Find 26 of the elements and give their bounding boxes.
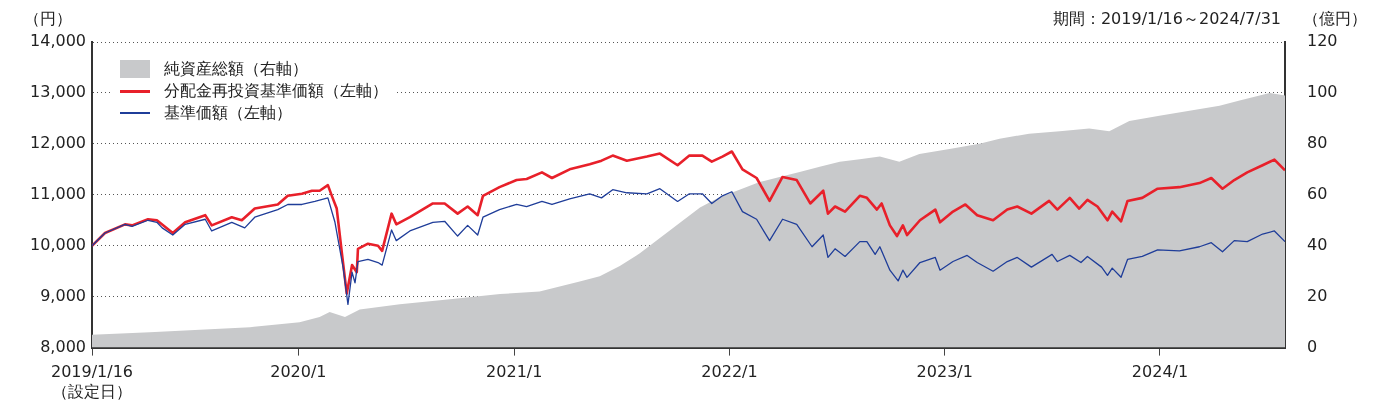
legend-label: 分配金再投資基準価額（左軸） [164,80,388,102]
y-tick-label: 8,000 [40,336,86,356]
y-tick-label: 12,000 [30,133,86,153]
y-tick-label: 11,000 [30,183,86,203]
x-tick-label: 2022/1 [701,362,758,382]
legend-label: 純資産総額（右軸） [164,58,308,80]
x-tick-label: 2023/1 [916,362,973,382]
y2-tick-label: 20 [1307,285,1328,305]
x-tick-label: 2024/1 [1131,362,1189,382]
y2-axis-title: （億円） [1303,9,1367,29]
y2-tick-label: 60 [1307,183,1328,203]
y-axis-title: （円） [24,9,72,29]
y-tick-label: 10,000 [30,234,86,254]
x-tick-label: 2019/1/16 （設定日） [50,362,134,401]
y2-tick-label: 0 [1307,336,1318,356]
x-tick-label: 2020/1 [270,362,327,382]
y2-tick-label: 120 [1307,31,1338,51]
text: 期間：2019/1/16～2024/7/31 [1052,9,1281,29]
y-tick-label: 13,000 [30,82,86,102]
y2-tick-label: 100 [1307,82,1338,102]
y2-tick-label: 80 [1307,133,1328,153]
x-tick-label: 2021/1 [486,362,543,382]
y2-tick-label: 40 [1307,234,1328,254]
y-tick-label: 14,000 [30,31,86,51]
legend-label: 基準価額（左軸） [164,102,292,124]
y-tick-label: 9,000 [40,285,86,305]
